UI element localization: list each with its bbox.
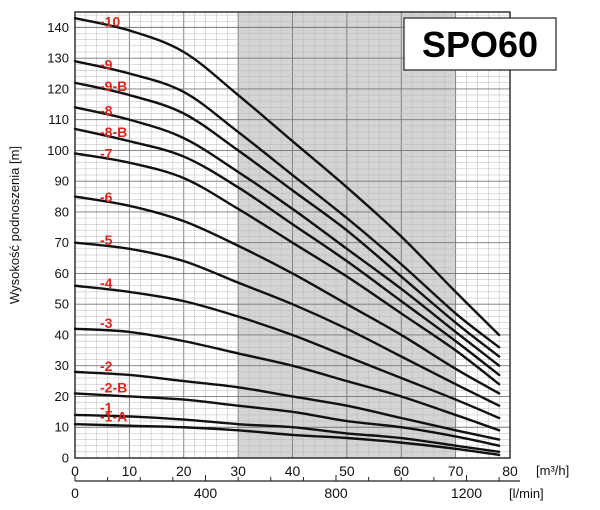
x-tick-label: 40 <box>285 463 301 479</box>
plot-frame <box>74 11 511 459</box>
curve-label: -5 <box>100 232 113 248</box>
curve-9-B <box>73 81 501 358</box>
curve-label: -8-B <box>100 124 127 140</box>
x-tick-label: 70 <box>448 463 464 479</box>
curve-9 <box>73 60 501 349</box>
y-axis-label: Wysokość podnoszenia [m] <box>7 146 22 304</box>
curve-10 <box>73 16 501 337</box>
curve-1-A <box>73 422 501 457</box>
curve-label: -10 <box>100 13 120 29</box>
x2-tick-label: 0 <box>71 485 79 501</box>
x-tick-label: 20 <box>176 463 192 479</box>
y-tick-label: 90 <box>55 174 69 189</box>
y-tick-label: 140 <box>47 20 69 35</box>
curve-label: -1 <box>100 399 113 415</box>
curve-2 <box>73 370 501 441</box>
x-unit-label: [m³/h] <box>536 463 569 478</box>
curve-8 <box>73 106 501 367</box>
curve-label: -9 <box>100 57 113 73</box>
curve-5 <box>73 241 501 407</box>
curve-label: -2 <box>100 358 113 374</box>
y-tick-label: 130 <box>47 51 69 66</box>
x-tick-label: 0 <box>71 463 79 479</box>
curve-2-B <box>73 392 501 447</box>
chart-title: SPO60 <box>422 24 538 65</box>
curve-4 <box>73 284 501 420</box>
curve-6 <box>73 195 501 395</box>
curve-7 <box>73 152 501 386</box>
x2-tick-label: 1200 <box>451 485 482 501</box>
curve-label: -1-A <box>100 409 127 425</box>
curve-label: -4 <box>100 275 113 291</box>
x-tick-label: 60 <box>393 463 409 479</box>
y-tick-label: 0 <box>62 451 69 466</box>
curve-1 <box>73 413 501 454</box>
y-tick-label: 110 <box>48 112 69 127</box>
curve-8-B <box>73 127 501 377</box>
curve-label: -2-B <box>100 379 127 395</box>
y-tick-label: 100 <box>47 143 69 158</box>
y-tick-label: 80 <box>55 204 69 219</box>
curve-label: -8 <box>100 103 113 119</box>
y-tick-label: 20 <box>55 389 69 404</box>
y-tick-label: 30 <box>55 358 69 373</box>
curve-label: -3 <box>100 315 113 331</box>
y-tick-label: 50 <box>55 297 69 312</box>
x-tick-label: 30 <box>230 463 246 479</box>
curve-label: -6 <box>100 189 113 205</box>
x-tick-label: 80 <box>502 463 518 479</box>
y-tick-label: 60 <box>55 266 69 281</box>
curve-3 <box>73 327 501 432</box>
y-tick-label: 70 <box>55 235 69 250</box>
y-tick-label: 40 <box>55 327 69 342</box>
y-tick-label: 120 <box>47 81 69 96</box>
curve-label: -7 <box>100 146 113 162</box>
x2-unit-label: [l/min] <box>509 486 544 501</box>
y-tick-label: 10 <box>55 420 69 435</box>
title-box <box>403 17 557 71</box>
x-tick-label: 50 <box>339 463 355 479</box>
curve-label: -9-B <box>100 78 127 94</box>
x-tick-label: 10 <box>122 463 138 479</box>
x2-tick-label: 400 <box>194 485 218 501</box>
x2-tick-label: 800 <box>324 485 348 501</box>
grid <box>74 12 511 459</box>
